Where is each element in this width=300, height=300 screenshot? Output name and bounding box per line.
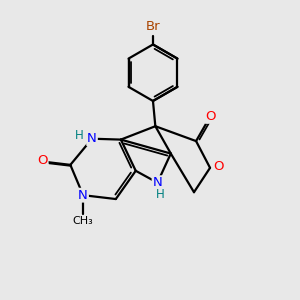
Text: H: H [156,188,165,201]
Text: N: N [78,189,88,202]
Text: H: H [75,129,84,142]
Text: O: O [37,154,48,167]
Text: Br: Br [146,20,160,33]
Text: O: O [213,160,224,173]
Text: N: N [153,176,162,189]
Text: CH₃: CH₃ [73,216,94,226]
Text: O: O [206,110,216,123]
Text: N: N [87,132,97,145]
